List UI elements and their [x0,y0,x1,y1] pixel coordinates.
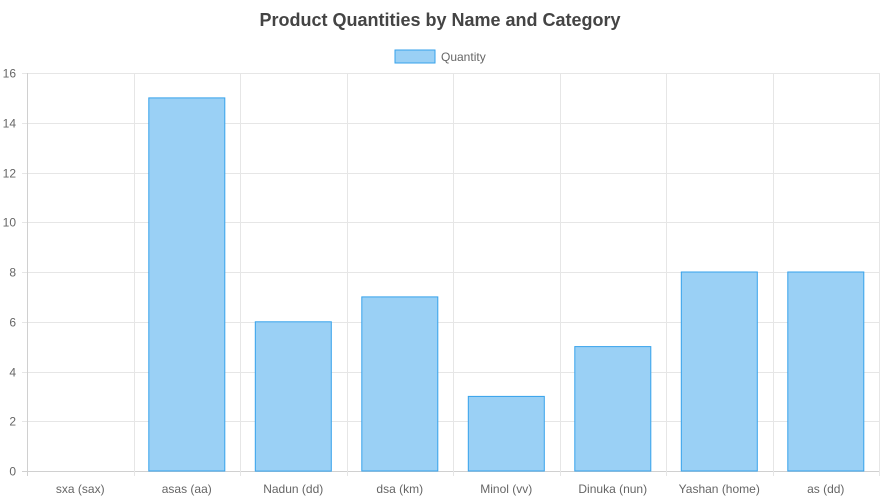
y-tick-label: 2 [9,415,16,429]
x-tick-label: as (dd) [807,482,844,496]
bar[interactable] [254,321,332,472]
legend[interactable]: Quantity [394,49,486,64]
x-tick-label: sxa (sax) [56,482,105,496]
bar[interactable] [680,271,758,472]
x-tick-label: Yashan (home) [679,482,760,496]
x-tick-label: Minol (vv) [480,482,532,496]
y-axis-ticks: 0 2 4 6 8 10 12 14 16 [3,67,17,479]
x-tick-label: dsa (km) [376,482,423,496]
y-tick-label: 14 [3,117,17,131]
y-tick-label: 6 [9,316,16,330]
y-tick-label: 4 [9,366,16,380]
y-tick-label: 10 [3,216,17,230]
x-tick-label: Nadun (dd) [263,482,323,496]
x-tick-label: asas (aa) [162,482,212,496]
x-tick-label: Dinuka (nun) [578,482,647,496]
y-tick-label: 8 [9,266,16,280]
bar[interactable] [148,97,226,472]
bar[interactable] [787,271,865,472]
chart-title: Product Quantities by Name and Category [259,10,620,30]
bars [148,97,865,472]
legend-swatch[interactable] [394,49,436,64]
bar[interactable] [361,296,439,472]
x-axis-ticks: sxa (sax) asas (aa) Nadun (dd) dsa (km) Mino… [56,482,845,496]
legend-label[interactable]: Quantity [441,50,486,64]
y-tick-label: 16 [3,67,17,81]
bar[interactable] [574,346,652,472]
y-tick-label: 12 [3,167,17,181]
bar[interactable] [467,395,545,472]
y-tick-label: 0 [9,465,16,479]
